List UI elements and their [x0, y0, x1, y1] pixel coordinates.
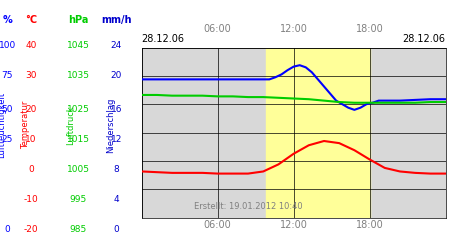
Text: 1015: 1015 [67, 136, 90, 144]
Text: 12: 12 [111, 136, 122, 144]
Text: 1035: 1035 [67, 70, 90, 80]
Text: -10: -10 [24, 196, 39, 204]
Text: 4: 4 [113, 196, 119, 204]
Text: Luftfeuchtigkeit: Luftfeuchtigkeit [0, 92, 6, 158]
Text: Niederschlag: Niederschlag [106, 97, 115, 153]
Text: 06:00: 06:00 [204, 24, 232, 34]
Text: -20: -20 [24, 226, 39, 234]
Text: hPa: hPa [68, 15, 88, 25]
Text: 1005: 1005 [67, 166, 90, 174]
Text: Luftdruck: Luftdruck [67, 105, 76, 145]
Text: 40: 40 [26, 40, 37, 50]
Text: °C: °C [25, 15, 37, 25]
Text: 0: 0 [28, 166, 34, 174]
Text: 10: 10 [26, 136, 37, 144]
Text: 28.12.06: 28.12.06 [142, 34, 185, 44]
Text: 985: 985 [69, 226, 86, 234]
Text: 16: 16 [111, 106, 122, 114]
Text: 12:00: 12:00 [280, 24, 307, 34]
Text: 20: 20 [111, 70, 122, 80]
Text: 24: 24 [111, 40, 122, 50]
Text: 30: 30 [26, 70, 37, 80]
Text: %: % [2, 15, 12, 25]
Text: 100: 100 [0, 40, 16, 50]
Text: 20: 20 [26, 106, 37, 114]
Bar [266, 48, 369, 217]
Text: 50: 50 [1, 106, 13, 114]
Text: 0: 0 [113, 226, 119, 234]
Text: 18:00: 18:00 [356, 24, 383, 34]
Text: Temperatur: Temperatur [21, 101, 30, 149]
Text: 0: 0 [4, 226, 10, 234]
Text: 28.12.06: 28.12.06 [402, 34, 446, 44]
Text: Erstellt: 19.01.2012 10:40: Erstellt: 19.01.2012 10:40 [194, 202, 302, 211]
Text: 75: 75 [1, 70, 13, 80]
Text: 25: 25 [1, 136, 13, 144]
Text: 8: 8 [113, 166, 119, 174]
Text: mm/h: mm/h [101, 15, 131, 25]
Text: 995: 995 [69, 196, 86, 204]
Text: 1025: 1025 [67, 106, 90, 114]
Text: 1045: 1045 [67, 40, 90, 50]
